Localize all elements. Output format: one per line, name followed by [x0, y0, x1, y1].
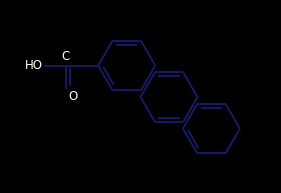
Text: O: O — [68, 90, 78, 103]
Text: HO: HO — [25, 59, 43, 72]
Text: C: C — [62, 50, 70, 63]
